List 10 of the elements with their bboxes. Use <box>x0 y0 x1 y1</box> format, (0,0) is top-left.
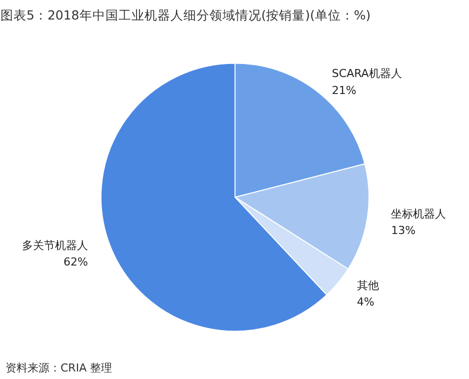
slice-label: SCARA机器人 <box>332 67 402 80</box>
chart-title: 图表5：2018年中国工业机器人细分领域情况(按销量)(单位：%) <box>0 8 371 22</box>
data-label: 4% <box>356 296 374 309</box>
text: 资料来源：CRIA 整理 <box>6 362 112 374</box>
data-label: 21% <box>332 84 356 97</box>
slice-label: 其他 <box>356 278 379 292</box>
slice-label: 坐标机器人 <box>391 207 446 220</box>
slice-label: 多关节机器人 <box>22 238 88 252</box>
data-label: 13% <box>391 224 416 238</box>
data-label: 62% <box>64 256 88 269</box>
